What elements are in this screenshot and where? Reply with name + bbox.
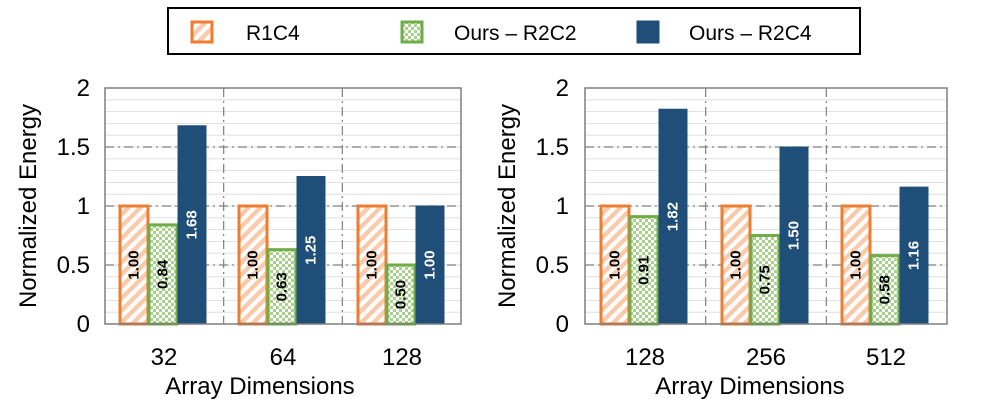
bar-value-label: 1.00	[607, 250, 624, 279]
bar-r2c4	[415, 205, 445, 325]
legend-item-r1c4: R1C4	[190, 20, 300, 45]
legend-item-r2c2: Ours – R2C2	[400, 20, 577, 45]
legend-item-r2c4: Ours – R2C4	[636, 20, 812, 45]
chart-panel-right: 1.00 1.00 1.000.91 0.75 0.581.821.501.16 0 0…	[494, 75, 948, 400]
y-axis-label: Normalized Energy	[494, 104, 521, 308]
bar-r2c4	[177, 125, 207, 325]
y-axis-ticks: 0 0.5 1 1.5 2	[57, 75, 90, 338]
legend-label-r1c4: R1C4	[246, 22, 300, 45]
bar-value-label: 1.00	[126, 250, 143, 279]
y-tick-label: 0	[556, 311, 569, 338]
bar-value-label: 1.50	[786, 221, 803, 250]
legend-box	[167, 7, 861, 55]
legend: R1C4 Ours – R2C2 Ours – R2C4	[167, 7, 861, 55]
bar-r2c4	[296, 176, 326, 325]
legend-label-r2c4: Ours – R2C4	[689, 22, 812, 45]
legend-swatch-r2c4	[636, 20, 660, 44]
bar-value-label: 1.00	[422, 250, 439, 279]
y-tick-label: 0.5	[57, 252, 90, 279]
y-tick-label: 1	[77, 193, 90, 220]
bar-value-label: 1.25	[303, 236, 320, 265]
bar-value-label: 0.58	[877, 275, 894, 304]
y-tick-label: 1.5	[57, 134, 90, 161]
bar-value-label: 1.82	[665, 202, 682, 231]
x-tick-label: 512	[866, 344, 906, 371]
plot-area-frame	[584, 87, 948, 325]
bar-value-label: 1.00	[364, 250, 381, 279]
y-axis-label: Normalized Energy	[15, 104, 42, 308]
x-tick-label: 256	[746, 344, 786, 371]
y-tick-label: 2	[556, 75, 569, 102]
legend-label-r2c2: Ours – R2C2	[454, 22, 577, 45]
x-axis-label: Array Dimensions	[165, 373, 354, 400]
legend-swatch-r1c4	[190, 20, 214, 44]
bar-value-label: 1.16	[906, 241, 923, 270]
x-tick-label: 128	[625, 344, 665, 371]
y-tick-label: 2	[77, 75, 90, 102]
bar-value-label: 1.00	[848, 250, 865, 279]
y-tick-label: 1	[556, 193, 569, 220]
bar-value-label: 0.63	[274, 272, 291, 301]
bar-value-label: 0.84	[155, 259, 172, 289]
bar-value-label: 1.00	[728, 250, 745, 279]
x-tick-label: 64	[270, 344, 297, 371]
x-tick-label: 128	[382, 344, 422, 371]
x-axis-label: Array Dimensions	[655, 373, 844, 400]
bar-value-label: 1.00	[245, 250, 262, 279]
x-tick-label: 32	[151, 344, 178, 371]
x-axis-ticks: 32 64 128	[151, 344, 422, 371]
bar-r2c2	[749, 234, 781, 326]
chart-panel-left: 1.00 1.00 1.000.84 0.63 0.501.681.251.00 0 0…	[15, 75, 462, 400]
bar-r2c2	[385, 263, 417, 326]
bar-value-label: 0.50	[393, 280, 410, 309]
bar-r2c2	[628, 215, 660, 326]
y-tick-label: 0.5	[536, 252, 569, 279]
plot-area-frame	[104, 87, 462, 325]
y-axis-ticks: 0 0.5 1 1.5 2	[536, 75, 569, 338]
legend-swatch-r2c2	[400, 20, 424, 44]
y-tick-label: 1.5	[536, 134, 569, 161]
bar-r2c4	[779, 146, 809, 325]
y-tick-label: 0	[77, 311, 90, 338]
x-axis-ticks: 128 256 512	[625, 344, 906, 371]
bar-value-label: 0.75	[757, 265, 774, 294]
bar-value-label: 1.68	[184, 210, 201, 239]
bar-value-label: 0.91	[636, 256, 653, 285]
